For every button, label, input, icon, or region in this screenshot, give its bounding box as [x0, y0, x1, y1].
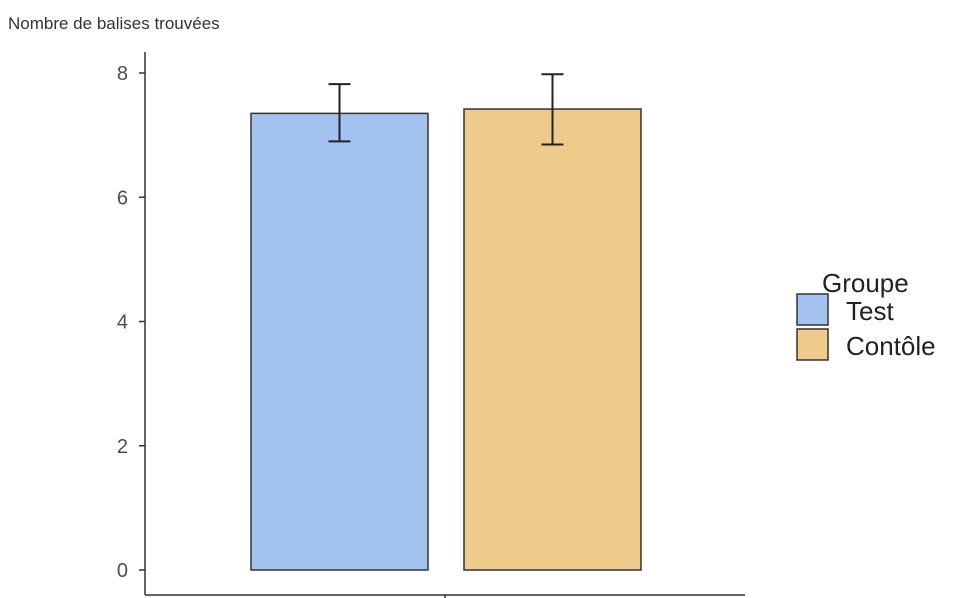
legend-label-test: Test — [846, 296, 894, 326]
y-tick-label-2: 2 — [117, 436, 128, 458]
bar-test — [250, 112, 429, 571]
legend-swatch-contôle — [796, 328, 829, 361]
legend-swatch-test — [796, 293, 829, 326]
error-bar-contôle — [541, 73, 564, 146]
y-tick-label-0: 0 — [117, 560, 128, 582]
legend: Groupe Test Contôle — [796, 268, 936, 361]
y-axis-title: Nombre de balises trouvées — [8, 14, 220, 33]
y-tick-label-8: 8 — [117, 63, 128, 85]
legend-title: Groupe — [822, 268, 909, 298]
error-bar-test — [328, 83, 351, 143]
plot-area — [250, 73, 642, 571]
y-tick-label-6: 6 — [117, 187, 128, 209]
y-tick-label-4: 4 — [117, 312, 128, 334]
legend-label-contôle: Contôle — [846, 331, 936, 361]
axes: 0 2 4 6 8 — [117, 52, 745, 598]
bar-contôle — [463, 108, 642, 571]
